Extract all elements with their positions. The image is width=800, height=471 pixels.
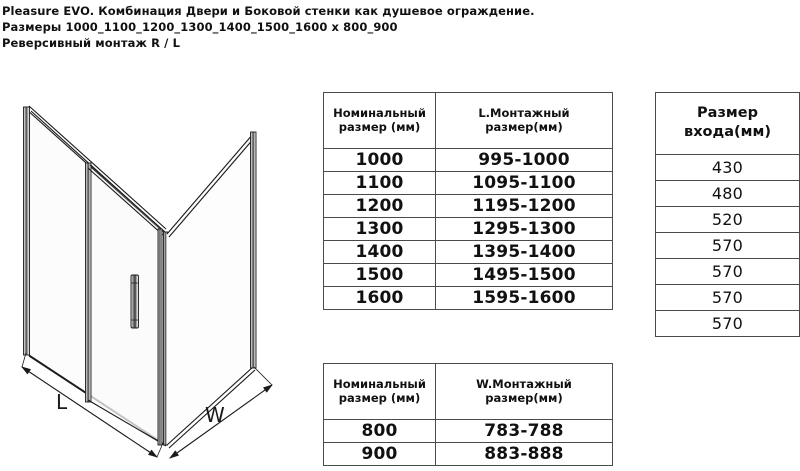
table-row: 520 bbox=[655, 206, 800, 233]
table-row: 1500 1495-1500 bbox=[323, 263, 613, 287]
table-row: 1400 1395-1400 bbox=[323, 240, 613, 264]
col-header-entrance: Размер входа(мм) bbox=[655, 92, 800, 155]
cell-mounting-size: 995-1000 bbox=[435, 148, 613, 172]
table-row: 1100 1095-1100 bbox=[323, 171, 613, 195]
table-row: 570 bbox=[655, 284, 800, 311]
cell-mounting-size: 1095-1100 bbox=[435, 171, 613, 195]
table-length-sizes: Номинальный размер (мм) L.Монтажный разм… bbox=[323, 92, 613, 310]
wall-profile-right bbox=[250, 131, 257, 369]
cell-entrance-size: 570 bbox=[655, 310, 800, 337]
table-entrance-sizes: Размер входа(мм) 430 480 520 570 570 570 570 bbox=[655, 92, 800, 337]
cell-mounting-size: 883-888 bbox=[435, 442, 613, 466]
dimension-label-width: W bbox=[205, 403, 225, 427]
cell-nominal-size: 1000 bbox=[323, 148, 436, 172]
table-row: 570 bbox=[655, 310, 800, 337]
title-block: Pleasure EVO. Комбинация Двери и Боковой… bbox=[2, 3, 642, 51]
cell-nominal-size: 1100 bbox=[323, 171, 436, 195]
cell-entrance-size: 570 bbox=[655, 258, 800, 285]
title-line-reversible: Реверсивный монтаж R / L bbox=[2, 36, 181, 50]
cell-entrance-size: 570 bbox=[655, 232, 800, 259]
col-header-mounting: L.Монтажный размер(мм) bbox=[435, 92, 613, 149]
table-row: 430 bbox=[655, 154, 800, 181]
table-row: 570 bbox=[655, 258, 800, 285]
dimension-label-length: L bbox=[56, 390, 68, 414]
col-header-nominal: Номинальный размер (мм) bbox=[323, 92, 436, 149]
enclosure-geometry bbox=[21, 105, 273, 459]
col-header-nominal: Номинальный размер (мм) bbox=[323, 363, 436, 420]
cell-nominal-size: 800 bbox=[323, 419, 436, 443]
table-header-row: Размер входа(мм) bbox=[655, 92, 800, 155]
cell-mounting-size: 1395-1400 bbox=[435, 240, 613, 264]
wall-profile-left bbox=[23, 106, 30, 356]
table-row: 800 783-788 bbox=[323, 419, 613, 443]
table-width-sizes: Номинальный размер (мм) W.Монтажный разм… bbox=[323, 363, 613, 466]
table-row: 900 883-888 bbox=[323, 442, 613, 466]
cell-entrance-size: 520 bbox=[655, 206, 800, 233]
cell-nominal-size: 1500 bbox=[323, 263, 436, 287]
table-row: 1200 1195-1200 bbox=[323, 194, 613, 218]
table-header-row: Номинальный размер (мм) L.Монтажный разм… bbox=[323, 92, 613, 149]
table-row: 1600 1595-1600 bbox=[323, 286, 613, 310]
cell-mounting-size: 1195-1200 bbox=[435, 194, 613, 218]
cell-nominal-size: 1600 bbox=[323, 286, 436, 310]
shower-enclosure-drawing: L W bbox=[0, 95, 300, 471]
cell-entrance-size: 480 bbox=[655, 180, 800, 207]
cell-entrance-size: 570 bbox=[655, 284, 800, 311]
cell-mounting-size: 1495-1500 bbox=[435, 263, 613, 287]
cell-entrance-size: 430 bbox=[655, 154, 800, 181]
table-row: 570 bbox=[655, 232, 800, 259]
table-row: 480 bbox=[655, 180, 800, 207]
cell-nominal-size: 900 bbox=[323, 442, 436, 466]
side-panel-right bbox=[166, 133, 256, 449]
dimension-line-length bbox=[21, 366, 158, 458]
dimension-line-width bbox=[169, 384, 273, 459]
table-row: 1300 1295-1300 bbox=[323, 217, 613, 241]
door-handle bbox=[130, 274, 139, 329]
cell-nominal-size: 1300 bbox=[323, 217, 436, 241]
title-line-sizes: Размеры 1000_1100_1200_1300_1400_1500_16… bbox=[2, 20, 398, 34]
table-header-row: Номинальный размер (мм) W.Монтажный разм… bbox=[323, 363, 613, 420]
cell-mounting-size: 783-788 bbox=[435, 419, 613, 443]
cell-nominal-size: 1400 bbox=[323, 240, 436, 264]
table-row: 1000 995-1000 bbox=[323, 148, 613, 172]
cell-mounting-size: 1295-1300 bbox=[435, 217, 613, 241]
cell-nominal-size: 1200 bbox=[323, 194, 436, 218]
sliding-door bbox=[85, 162, 166, 445]
title-line-product: Pleasure EVO. Комбинация Двери и Боковой… bbox=[2, 4, 535, 18]
cell-mounting-size: 1595-1600 bbox=[435, 286, 613, 310]
col-header-mounting: W.Монтажный размер(мм) bbox=[435, 363, 613, 420]
